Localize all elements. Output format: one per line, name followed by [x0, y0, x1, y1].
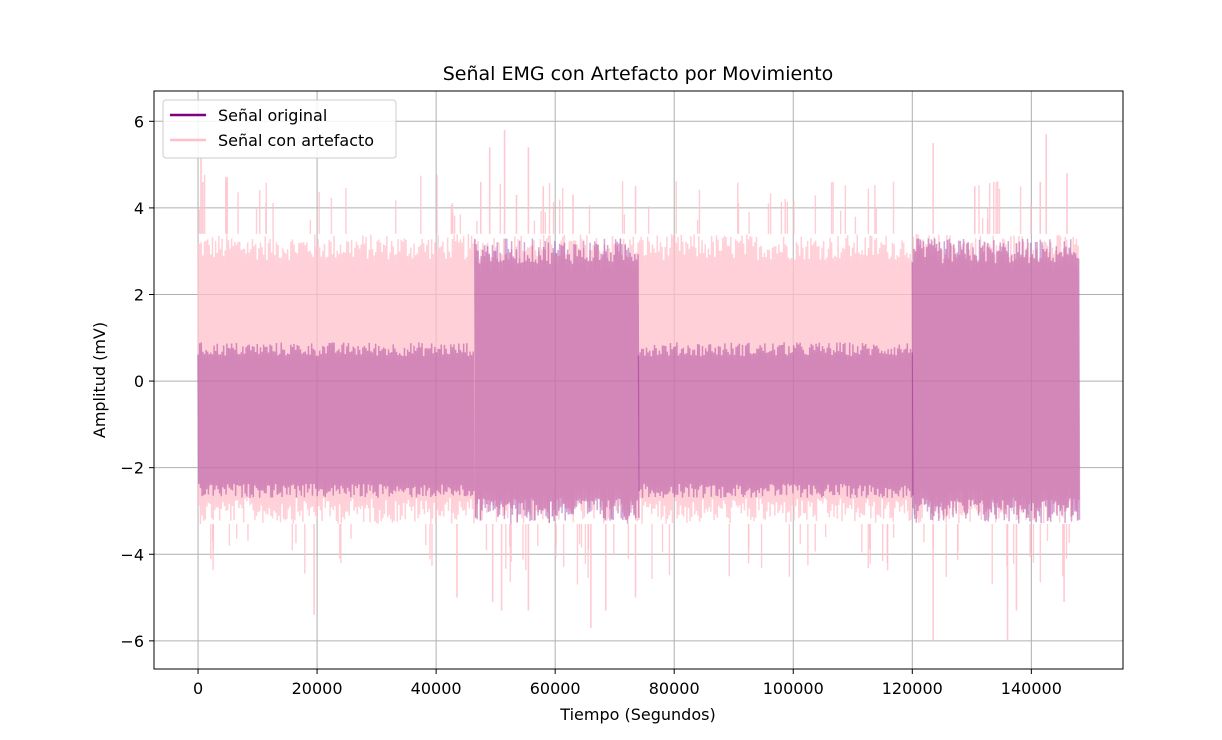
y-tick-label: 2: [134, 285, 144, 304]
x-tick-label: 0: [193, 679, 203, 698]
x-tick-label: 20000: [292, 679, 343, 698]
series-line-senal-con-artefacto: [197, 233, 1080, 524]
y-tick-label: −2: [120, 459, 144, 478]
axes-frame: [153, 90, 1124, 670]
legend-label-senal-original: Señal original: [218, 106, 327, 125]
x-tick-label: 140000: [1001, 679, 1062, 698]
plot-area: [197, 129, 1081, 641]
y-tick-label: −6: [120, 632, 144, 651]
series-senal-con-artefacto: [197, 129, 1080, 641]
x-axis-ticks: 0 20000 40000 60000 80000 100000 120000 140000: [193, 669, 1062, 698]
chart-title: Señal EMG con Artefacto por Movimiento: [443, 63, 834, 85]
x-tick-label: 100000: [763, 679, 824, 698]
y-tick-label: 6: [134, 112, 144, 131]
series-line-senal-original: [911, 238, 1081, 524]
x-tick-label: 60000: [530, 679, 581, 698]
y-tick-label: −4: [120, 545, 144, 564]
y-tick-label: 0: [134, 372, 144, 391]
series-line-senal-original: [474, 238, 640, 524]
series-line-senal-original: [197, 342, 475, 498]
legend-box: [162, 99, 397, 159]
x-axis-label: Tiempo (Segundos): [559, 705, 715, 724]
x-tick-label: 80000: [649, 679, 700, 698]
x-tick-label: 120000: [882, 679, 943, 698]
y-axis-ticks: −6 −4 −2 0 2 4 6: [120, 112, 154, 651]
legend: Señal original Señal con artefacto: [162, 99, 397, 159]
x-tick-label: 40000: [411, 679, 462, 698]
y-tick-label: 4: [134, 199, 144, 218]
legend-label-senal-con-artefacto: Señal con artefacto: [218, 131, 374, 150]
series-line-senal-original: [637, 342, 914, 498]
series-senal-original: [197, 238, 1081, 524]
y-axis-label: Amplitud (mV): [90, 322, 109, 438]
